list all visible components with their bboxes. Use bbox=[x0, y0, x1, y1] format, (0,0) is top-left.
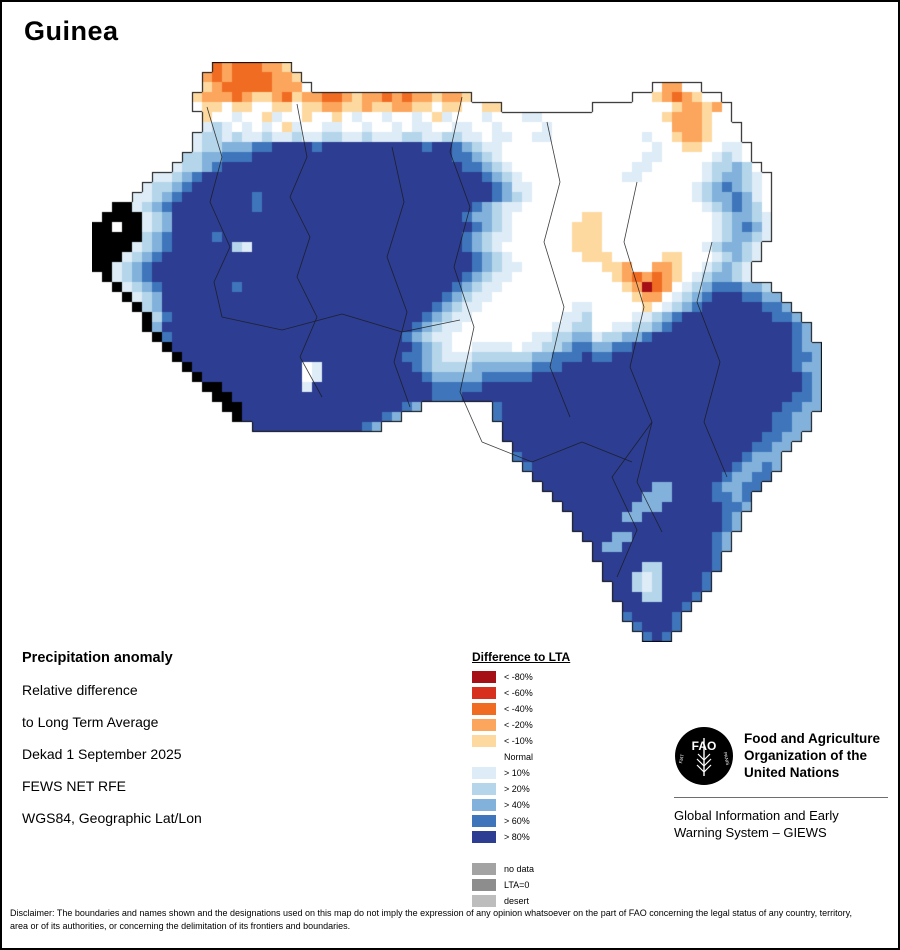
fao-motto-right: PANIS bbox=[723, 752, 731, 766]
info-projection: WGS84, Geographic Lat/Lon bbox=[22, 810, 202, 826]
fao-org-name: Food and Agriculture Organization of the… bbox=[744, 726, 880, 781]
legend-swatch bbox=[472, 751, 496, 763]
info-long-term-average: to Long Term Average bbox=[22, 714, 159, 730]
fao-org-line: United Nations bbox=[744, 765, 840, 780]
legend-label: < -10% bbox=[504, 736, 533, 746]
legend-item: Normal bbox=[472, 751, 570, 763]
page-title: Guinea bbox=[24, 16, 119, 46]
legend-item: < -10% bbox=[472, 735, 570, 747]
fao-org-line: Food and Agriculture bbox=[744, 731, 880, 746]
disclaimer-text: Disclaimer: The boundaries and names sho… bbox=[10, 908, 852, 931]
legend-item: > 10% bbox=[472, 767, 570, 779]
legend-label: < -60% bbox=[504, 688, 533, 698]
fao-block: FAO FIAT PANIS Food and Agriculture Orga… bbox=[674, 726, 888, 841]
legend-item: < -80% bbox=[472, 671, 570, 683]
legend-label: < -80% bbox=[504, 672, 533, 682]
legend-swatch bbox=[472, 735, 496, 747]
info-precipitation-anomaly: Precipitation anomaly bbox=[22, 650, 173, 666]
legend-item: > 60% bbox=[472, 815, 570, 827]
legend-label: LTA=0 bbox=[504, 880, 530, 890]
legend-item: < -20% bbox=[472, 719, 570, 731]
legend-swatch bbox=[472, 879, 496, 891]
legend-label: < -40% bbox=[504, 704, 533, 714]
fao-logo-text: FAO bbox=[692, 739, 717, 753]
legend-swatch bbox=[472, 831, 496, 843]
giews-name: Global Information and Early Warning Sys… bbox=[674, 807, 888, 841]
legend-item: desert bbox=[472, 895, 570, 907]
fao-divider bbox=[674, 797, 888, 798]
legend-label: < -20% bbox=[504, 720, 533, 730]
legend-item: > 80% bbox=[472, 831, 570, 843]
legend-swatch bbox=[472, 815, 496, 827]
fao-org-line: Organization of the bbox=[744, 748, 867, 763]
legend-label: > 40% bbox=[504, 800, 530, 810]
legend-swatch bbox=[472, 719, 496, 731]
map-info-block: Precipitation anomaly Relative differenc… bbox=[22, 650, 202, 842]
legend-label: no data bbox=[504, 864, 535, 874]
legend-swatch bbox=[472, 863, 496, 875]
legend-swatch bbox=[472, 783, 496, 795]
legend-item: no data bbox=[472, 863, 570, 875]
legend-title: Difference to LTA bbox=[472, 650, 571, 664]
legend-item: > 40% bbox=[472, 799, 570, 811]
legend-item: > 20% bbox=[472, 783, 570, 795]
giews-line: Global Information and Early bbox=[674, 808, 839, 823]
legend-label: > 80% bbox=[504, 832, 530, 842]
precipitation-raster-map bbox=[92, 62, 822, 642]
legend-swatch bbox=[472, 687, 496, 699]
info-relative-difference: Relative difference bbox=[22, 682, 138, 698]
legend-item: < -40% bbox=[472, 703, 570, 715]
fao-logo-icon: FAO FIAT PANIS bbox=[675, 727, 733, 785]
legend: Difference to LTA < -80% < -60% < -40% <… bbox=[472, 650, 570, 911]
legend-swatch bbox=[472, 895, 496, 907]
legend-item: LTA=0 bbox=[472, 879, 570, 891]
legend-label: > 20% bbox=[504, 784, 530, 794]
legend-swatch bbox=[472, 703, 496, 715]
info-source: FEWS NET RFE bbox=[22, 778, 126, 794]
legend-label: Normal bbox=[504, 752, 534, 762]
info-dekad: Dekad 1 September 2025 bbox=[22, 746, 182, 762]
giews-line: Warning System – GIEWS bbox=[674, 825, 827, 840]
legend-label: > 10% bbox=[504, 768, 530, 778]
legend-swatch bbox=[472, 767, 496, 779]
legend-label: > 60% bbox=[504, 816, 530, 826]
legend-item: < -60% bbox=[472, 687, 570, 699]
legend-label: desert bbox=[504, 896, 530, 906]
legend-swatch bbox=[472, 671, 496, 683]
legend-swatch bbox=[472, 799, 496, 811]
legend-gap bbox=[472, 847, 570, 863]
fao-motto-left: FIAT bbox=[678, 753, 685, 763]
